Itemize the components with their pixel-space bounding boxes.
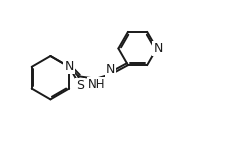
Text: N: N bbox=[153, 42, 163, 55]
Text: N: N bbox=[64, 60, 74, 73]
Text: N: N bbox=[106, 63, 115, 76]
Text: NH: NH bbox=[88, 78, 105, 91]
Text: S: S bbox=[76, 79, 84, 92]
